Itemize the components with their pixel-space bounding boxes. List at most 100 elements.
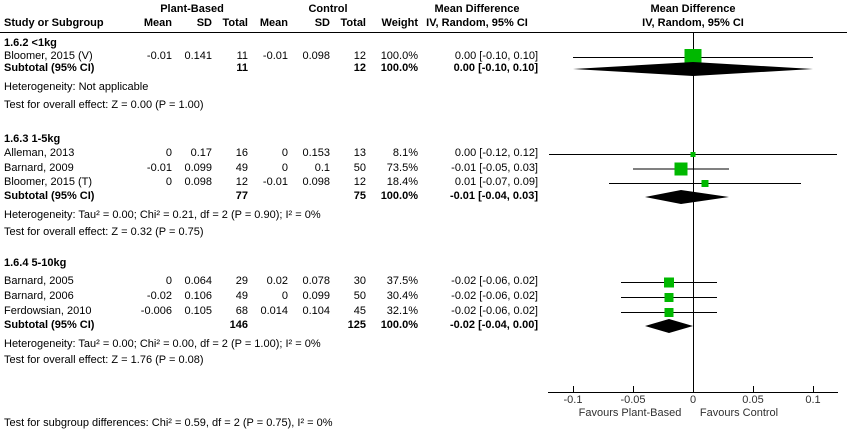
sd-plant-cell: 0.098 <box>184 176 212 188</box>
sd-plant-cell: 0.099 <box>184 161 212 174</box>
header-separator-line <box>0 32 847 33</box>
subgroup-differences-footer: Test for subgroup differences: Chi² = 0.… <box>4 417 333 429</box>
ci-text-cell: 0.00 [-0.10, 0.10] <box>454 50 538 62</box>
subtotal-diamond <box>645 319 693 333</box>
total-control-cell: 50 <box>353 290 366 302</box>
mean-control-cell: 0 <box>281 290 288 302</box>
study-name: Barnard, 2005 <box>4 275 74 287</box>
axis-label-favours-plant-based: Favours Plant-Based <box>578 407 682 419</box>
total-control-cell: 12 <box>353 50 366 62</box>
subtotal-total-control: 75 <box>353 190 366 202</box>
subtotal-diamond <box>573 62 813 76</box>
sd-control-cell: 0.1 <box>314 161 330 174</box>
section-title: 1.6.2 <1kg <box>4 37 57 49</box>
x-axis-tick-label: 0 <box>689 394 697 406</box>
mean-control-cell: 0.02 <box>266 275 288 287</box>
mean-plant-cell: -0.01 <box>146 161 172 174</box>
weight-cell: 100.0% <box>380 50 418 62</box>
subtotal-label: Subtotal (95% CI) <box>4 62 95 74</box>
sd-control-cell: 0.098 <box>302 176 330 188</box>
study-name: Bloomer, 2015 (V) <box>4 50 93 62</box>
mean-control-cell: 0 <box>281 147 288 159</box>
effect-marker <box>701 180 709 187</box>
sd-control-header: SD <box>314 17 330 29</box>
ci-text-cell: -0.02 [-0.06, 0.02] <box>451 275 538 287</box>
subtotal-total-plant: 146 <box>229 319 248 331</box>
mean-control-cell: 0.014 <box>260 305 288 317</box>
mean-control-header: Mean <box>259 17 288 29</box>
total-plant-cell: 49 <box>235 290 248 302</box>
study-name: Barnard, 2009 <box>4 161 74 174</box>
effect-marker <box>674 162 688 176</box>
x-axis-tick-label: 0.05 <box>742 394 764 406</box>
effect-marker <box>664 277 674 288</box>
total-control-cell: 50 <box>353 161 366 174</box>
effect-marker <box>664 293 674 302</box>
total-plant-cell: 68 <box>235 305 248 317</box>
subtotal-ci-text: -0.01 [-0.04, 0.03] <box>449 190 538 202</box>
heterogeneity-text: Heterogeneity: Tau² = 0.00; Chi² = 0.21,… <box>4 209 321 221</box>
overall-effect-text: Test for overall effect: Z = 0.00 (P = 1… <box>4 99 204 111</box>
mean-plant-cell: 0 <box>165 147 172 159</box>
total-plant-cell: 29 <box>235 275 248 287</box>
mean-control-cell: -0.01 <box>262 176 288 188</box>
subtotal-total-plant: 11 <box>236 62 248 74</box>
section-title: 1.6.4 5-10kg <box>4 257 67 269</box>
sd-plant-header: SD <box>196 17 212 29</box>
mean-control-cell: -0.01 <box>262 50 288 62</box>
x-axis-tick-label: 0.1 <box>805 394 821 406</box>
axis-label-favours-control: Favours Control <box>699 407 779 419</box>
ci-text-cell: 0.01 [-0.07, 0.09] <box>454 176 538 188</box>
effect-marker <box>664 308 674 317</box>
mean-plant-cell: 0 <box>165 176 172 188</box>
overall-effect-text: Test for overall effect: Z = 0.32 (P = 0… <box>4 226 204 238</box>
total-plant-cell: 12 <box>235 176 248 188</box>
subtotal-label: Subtotal (95% CI) <box>4 190 95 202</box>
study-name: Bloomer, 2015 (T) <box>4 176 93 188</box>
weight-cell: 37.5% <box>386 275 418 287</box>
overall-effect-text: Test for overall effect: Z = 1.76 (P = 0… <box>4 354 204 366</box>
x-axis-tick-label: -0.1 <box>563 394 583 406</box>
sd-plant-cell: 0.106 <box>184 290 212 302</box>
mean-plant-header: Mean <box>143 17 172 29</box>
subtotal-ci-text: 0.00 [-0.10, 0.10] <box>453 62 538 74</box>
ci-text-cell: -0.01 [-0.05, 0.03] <box>451 161 538 174</box>
total-control-cell: 13 <box>353 147 366 159</box>
md-column-header-line1: Mean Difference <box>434 3 520 15</box>
study-name: Ferdowsian, 2010 <box>4 305 92 317</box>
x-axis-tick-label: -0.05 <box>620 394 646 406</box>
effect-marker <box>690 152 696 157</box>
weight-cell: 32.1% <box>386 305 418 317</box>
total-control-header: Total <box>340 17 366 29</box>
mean-control-cell: 0 <box>281 161 288 174</box>
ci-text-cell: -0.02 [-0.06, 0.02] <box>451 290 538 302</box>
group-header-plant-based: Plant-Based <box>160 3 224 15</box>
total-plant-cell: 11 <box>236 50 248 62</box>
total-plant-cell: 49 <box>235 161 248 174</box>
subtotal-total-control: 125 <box>347 319 366 331</box>
sd-plant-cell: 0.17 <box>190 147 212 159</box>
sd-control-cell: 0.078 <box>302 275 330 287</box>
subtotal-label: Subtotal (95% CI) <box>4 319 95 331</box>
md-column-header-line2: IV, Random, 95% CI <box>426 17 528 29</box>
total-control-cell: 45 <box>353 305 366 317</box>
total-plant-cell: 16 <box>235 147 248 159</box>
study-name: Alleman, 2013 <box>4 147 75 159</box>
total-control-cell: 30 <box>353 275 366 287</box>
mean-plant-cell: 0 <box>165 275 172 287</box>
weight-cell: 8.1% <box>392 147 418 159</box>
mean-plant-cell: -0.006 <box>140 305 172 317</box>
subtotal-ci-text: -0.02 [-0.04, 0.00] <box>449 319 538 331</box>
study-name: Barnard, 2006 <box>4 290 74 302</box>
section-title: 1.6.3 1-5kg <box>4 133 61 145</box>
heterogeneity-text: Heterogeneity: Tau² = 0.00; Chi² = 0.00,… <box>4 338 321 350</box>
total-control-cell: 12 <box>353 176 366 188</box>
sd-plant-cell: 0.064 <box>184 275 212 287</box>
sd-plant-cell: 0.105 <box>184 305 212 317</box>
weight-cell: 73.5% <box>386 161 418 174</box>
weight-cell: 18.4% <box>386 176 418 188</box>
sd-control-cell: 0.104 <box>302 305 330 317</box>
total-plant-header: Total <box>222 17 248 29</box>
